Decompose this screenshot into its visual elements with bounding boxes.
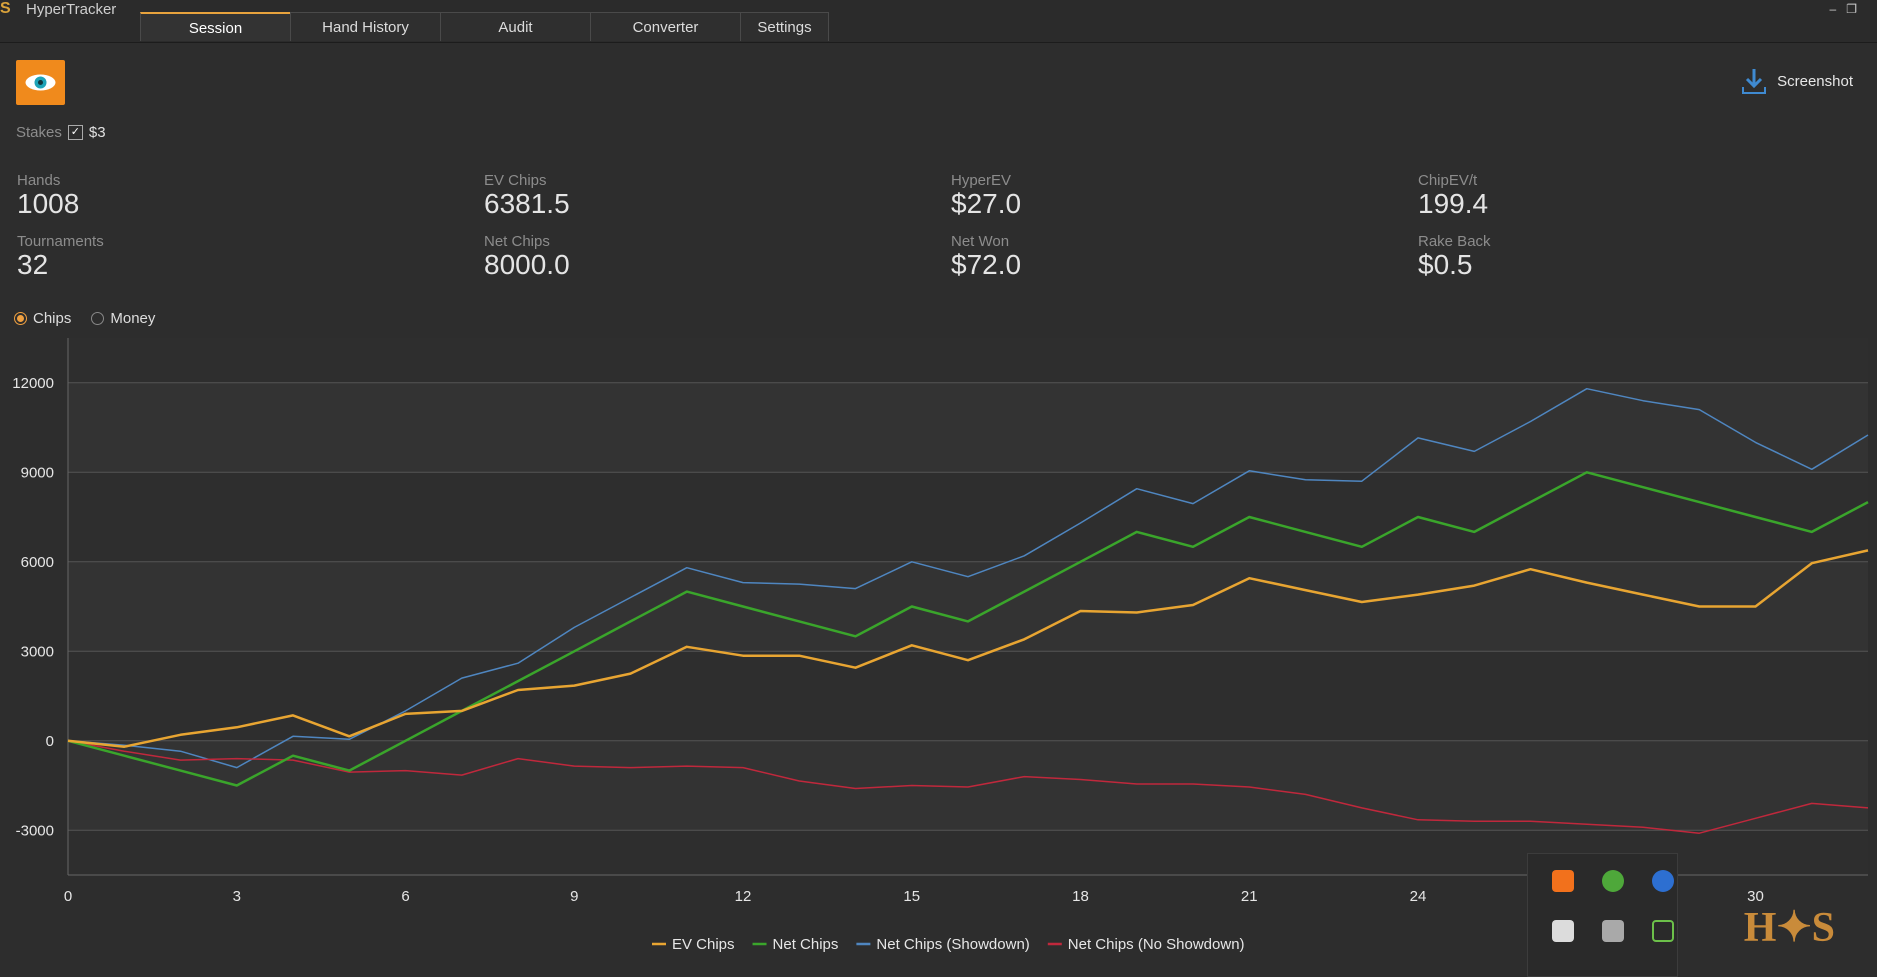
stat-tournaments: Tournaments 32 — [17, 233, 104, 280]
stat-chipev-t: ChipEV/t 199.4 — [1418, 172, 1488, 219]
stat-value: 1008 — [17, 188, 80, 219]
gridlines — [67, 338, 1868, 876]
stat-value: $27.0 — [951, 188, 1022, 219]
tab-settings[interactable]: Settings — [740, 12, 829, 41]
app-title: HyperTracker — [26, 1, 117, 18]
stat-hands: Hands 1008 — [17, 172, 79, 219]
stat-label: EV Chips — [484, 172, 547, 189]
stat-net-won: Net Won $72.0 — [951, 233, 1021, 280]
y-tick-label: 0 — [46, 733, 54, 750]
tab-audit[interactable]: Audit — [440, 12, 591, 41]
eye-button[interactable] — [16, 60, 65, 105]
window-controls[interactable]: –❐ — [1830, 2, 1867, 16]
tab-session[interactable]: Session — [140, 12, 291, 41]
stat-label: Hands — [17, 172, 61, 189]
system-tray-popup — [1527, 853, 1678, 977]
x-tick-label: 9 — [570, 888, 578, 905]
grid-band — [68, 382, 1868, 473]
download-icon — [1742, 69, 1767, 94]
x-tick-label: 15 — [903, 888, 920, 905]
money-radio[interactable] — [91, 312, 105, 325]
stat-value: $72.0 — [951, 249, 1022, 280]
x-tick-label: 3 — [233, 888, 241, 905]
stat-value: $0.5 — [1418, 249, 1473, 280]
x-tick-label: 30 — [1747, 888, 1764, 905]
money-radio-label: Money — [110, 310, 156, 327]
shield-warning-icon[interactable] — [1552, 920, 1574, 942]
y-tick-label: 3000 — [21, 643, 54, 660]
legend-label: Net Chips — [773, 936, 839, 953]
stat-label: ChipEV/t — [1418, 172, 1478, 189]
y-tick-label: 6000 — [21, 554, 54, 571]
stat-label: Tournaments — [17, 233, 104, 250]
y-tick-label: 12000 — [12, 375, 54, 392]
stakes-option-label: $3 — [88, 124, 106, 141]
stat-value: 6381.5 — [484, 188, 570, 219]
stat-label: HyperEV — [951, 172, 1012, 189]
stat-rake-back: Rake Back $0.5 — [1418, 233, 1491, 280]
stat-label: Net Won — [951, 233, 1010, 250]
stat-label: Rake Back — [1418, 233, 1491, 250]
stakes-label: Stakes — [16, 124, 62, 141]
stakes-checkbox[interactable]: ✓ — [67, 125, 83, 140]
y-axis: 12000 9000 6000 3000 0 -3000 — [12, 375, 54, 840]
utorrent-icon[interactable] — [1602, 870, 1624, 892]
x-axis: 036912151821242730 — [64, 888, 1764, 905]
stat-net-chips: Net Chips 8000.0 — [484, 233, 570, 280]
stat-value: 32 — [17, 249, 49, 280]
restore-icon[interactable]: ❐ — [1846, 2, 1867, 16]
x-tick-label: 0 — [64, 888, 72, 905]
mode-selector: Chips Money — [14, 310, 155, 327]
tab-converter[interactable]: Converter — [590, 12, 741, 41]
series-line-net-chips-no-showdown — [67, 740, 1869, 834]
series-line-net-chips — [67, 471, 1869, 787]
stakes-filter: Stakes ✓ $3 — [16, 124, 106, 141]
grid-band — [68, 561, 1868, 652]
y-tick-label: 9000 — [21, 464, 54, 481]
screenshot-button[interactable]: Screenshot — [1741, 66, 1853, 96]
x-tick-label: 21 — [1241, 888, 1258, 905]
x-tick-label: 18 — [1072, 888, 1089, 905]
dollar-icon[interactable] — [1652, 920, 1674, 942]
stat-label: Net Chips — [484, 233, 550, 250]
y-tick-label: -3000 — [16, 822, 54, 839]
legend-label: Net Chips (No Showdown) — [1068, 936, 1245, 953]
screenshot-label: Screenshot — [1777, 72, 1853, 90]
stat-hyperev: HyperEV $27.0 — [951, 172, 1021, 219]
legend-label: EV Chips — [672, 936, 735, 953]
brand-logo: H✦S — [1743, 905, 1835, 951]
stat-value: 8000.0 — [484, 249, 570, 280]
stat-ev-chips: EV Chips 6381.5 — [484, 172, 570, 219]
avast-icon[interactable] — [1552, 870, 1574, 892]
app-tray-icon[interactable] — [1652, 870, 1674, 892]
legend-label: Net Chips (Showdown) — [876, 936, 1029, 953]
sync-icon[interactable] — [1602, 920, 1624, 942]
tab-hand-history[interactable]: Hand History — [290, 12, 441, 41]
stat-value: 199.4 — [1418, 188, 1489, 219]
eye-icon — [25, 74, 56, 91]
series-lines — [67, 387, 1869, 834]
chips-radio-label: Chips — [33, 310, 72, 327]
chips-radio[interactable] — [14, 312, 27, 325]
x-tick-label: 24 — [1410, 888, 1427, 905]
minimize-icon[interactable]: – — [1829, 2, 1847, 16]
series-line-ev-chips — [67, 549, 1869, 748]
grid-band — [68, 740, 1868, 831]
x-tick-label: 12 — [735, 888, 752, 905]
app-logo-icon: S — [0, 0, 11, 17]
x-tick-label: 6 — [401, 888, 409, 905]
chart-legend: EV Chips Net Chips Net Chips (Showdown) Net… — [652, 936, 1245, 953]
